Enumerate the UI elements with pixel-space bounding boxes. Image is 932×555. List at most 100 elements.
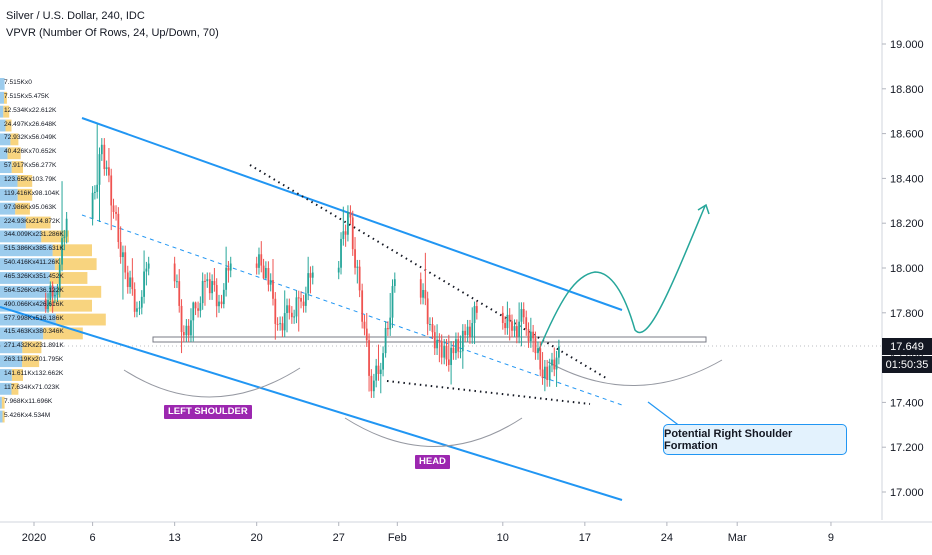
vp-bar-down xyxy=(3,105,10,118)
candle-body xyxy=(349,212,352,218)
candle-body xyxy=(222,289,225,305)
vp-bar-down xyxy=(17,188,33,201)
candle-body xyxy=(260,254,263,266)
candle-body xyxy=(126,272,129,287)
vp-bar-down xyxy=(49,272,88,284)
vp-bar-down xyxy=(1,396,5,409)
symbol-title[interactable]: Silver / U.S. Dollar, 240, IDC xyxy=(6,10,145,22)
candle-body xyxy=(206,279,209,282)
vp-row-label: 540.416Kx411.26K xyxy=(4,259,60,267)
candle-body xyxy=(94,191,96,193)
candle-body xyxy=(447,359,450,365)
candle-body xyxy=(138,307,141,309)
candle-body xyxy=(356,266,359,268)
candle-body xyxy=(286,305,288,314)
vp-bar-up xyxy=(0,410,3,423)
vp-bar-down xyxy=(54,258,97,271)
volume-profile xyxy=(0,78,106,423)
time-axis[interactable]: 2020 6 13 20 27 Feb 10 17 24 Mar 9 xyxy=(0,521,932,544)
vp-bar-down xyxy=(41,230,69,243)
vp-bar-down xyxy=(3,91,7,104)
time-tick-label: 9 xyxy=(828,532,834,544)
candle-body xyxy=(115,212,117,214)
candle-body xyxy=(469,326,471,338)
projection-path xyxy=(537,205,706,353)
vp-bar-up xyxy=(0,230,42,243)
vp-bar-up xyxy=(0,244,53,257)
candle-body xyxy=(532,331,535,339)
candle-body xyxy=(262,265,265,279)
vp-bar-down xyxy=(10,133,19,146)
vp-row-label: 24.497Kx26.648K xyxy=(4,120,57,128)
candle-body xyxy=(522,309,525,318)
candle-body xyxy=(429,324,431,325)
vp-row-label: 577.998Kx516.186K xyxy=(4,314,64,322)
candle-body xyxy=(192,302,195,321)
candle-body xyxy=(100,144,103,155)
candle-body xyxy=(290,312,293,318)
price-axis[interactable]: 19.000 18.800 18.600 18.400 18.200 18.000 17.8… xyxy=(881,0,924,520)
candle-body xyxy=(455,339,457,354)
candle-body xyxy=(49,285,52,300)
candle-body xyxy=(457,339,460,352)
vp-bar-down xyxy=(57,285,102,298)
candle-body xyxy=(342,231,345,239)
candle-body xyxy=(173,263,176,282)
candle-body xyxy=(464,330,467,336)
candles-layer[interactable] xyxy=(44,124,560,398)
vp-row-label: 415.463Kx380.346K xyxy=(4,328,64,336)
time-tick-label: 6 xyxy=(90,532,96,544)
candle-body xyxy=(553,359,556,370)
candle-body xyxy=(382,353,384,370)
candle-body xyxy=(354,249,356,268)
candle-body xyxy=(103,144,106,170)
candle-body xyxy=(433,332,436,349)
time-tick-label: 10 xyxy=(497,532,509,544)
candle-body xyxy=(225,267,228,290)
time-tick-label: 2020 xyxy=(22,532,46,544)
vp-bar-down xyxy=(5,119,12,132)
vp-bar-up xyxy=(0,382,12,395)
candle-body xyxy=(122,252,124,258)
vp-bar-up xyxy=(0,78,5,90)
candle-body xyxy=(546,366,549,380)
time-tick-label: Mar xyxy=(728,532,747,544)
head-label: HEAD xyxy=(415,455,450,469)
vp-row-label: 119.416Kx98.104K xyxy=(4,189,60,197)
left-shoulder-label: LEFT SHOULDER xyxy=(164,405,252,419)
vp-bar-down xyxy=(11,382,19,395)
vp-bar-down xyxy=(22,341,42,354)
candle-body xyxy=(197,308,199,311)
candle-body xyxy=(361,290,364,322)
vp-bar-up xyxy=(0,258,55,271)
price-tick-label: 18.000 xyxy=(890,263,924,275)
candle-body xyxy=(258,254,260,268)
vp-row-label: 7.515Kx0 xyxy=(4,79,32,86)
candle-body xyxy=(267,268,270,285)
candle-body xyxy=(182,332,185,336)
candle-body xyxy=(180,305,183,333)
candle-body xyxy=(529,331,532,342)
vp-bar-up xyxy=(0,313,56,326)
candle-body xyxy=(304,293,307,306)
indicator-label[interactable]: VPVR (Number Of Rows, 24, Up/Down, 70) xyxy=(6,27,219,39)
candle-body xyxy=(178,281,181,306)
candle-body xyxy=(344,231,347,235)
candle-body xyxy=(557,346,560,358)
candle-body xyxy=(297,297,300,299)
candle-body xyxy=(501,312,504,323)
candle-body xyxy=(473,306,476,324)
candle-body xyxy=(185,325,188,336)
vp-bar-up xyxy=(0,355,23,368)
candle-body xyxy=(133,289,136,312)
candle-body xyxy=(190,320,192,336)
candle-body xyxy=(47,299,49,310)
time-tick-label: 17 xyxy=(579,532,591,544)
candle-body xyxy=(194,302,197,309)
vp-bar-up xyxy=(0,369,12,381)
vp-row-label: 117.634Kx71.023K xyxy=(4,383,60,391)
vp-bar-down xyxy=(2,410,5,423)
candle-body xyxy=(452,347,455,354)
channel-upper-line xyxy=(81,117,623,311)
